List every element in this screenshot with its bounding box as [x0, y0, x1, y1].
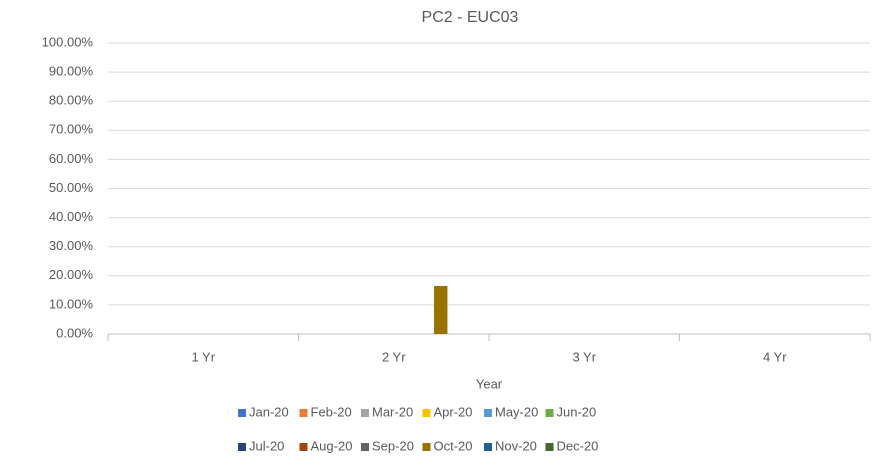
legend-label: Nov-20	[495, 438, 537, 453]
x-tick-label: 1 Yr	[191, 349, 215, 364]
bar	[434, 285, 448, 334]
legend-swatch	[361, 409, 369, 417]
y-tick-label: 90.00%	[49, 64, 94, 79]
x-tick-label: 2 Yr	[382, 349, 406, 364]
legend-label: Aug-20	[311, 438, 353, 453]
legend-swatch	[484, 443, 492, 451]
legend-label: Dec-20	[557, 438, 599, 453]
y-tick-label: 30.00%	[49, 238, 94, 253]
legend-label: Apr-20	[434, 404, 473, 419]
x-tick-label: 3 Yr	[572, 349, 596, 364]
legend-label: Sep-20	[372, 438, 414, 453]
legend-label: Mar-20	[372, 404, 413, 419]
y-tick-label: 10.00%	[49, 296, 94, 311]
legend-label: Jan-20	[249, 404, 289, 419]
legend-swatch	[422, 443, 431, 451]
legend-swatch	[238, 409, 246, 417]
x-axis-title: Year	[476, 376, 503, 391]
legend-label: May-20	[495, 404, 538, 419]
legend-label: Jun-20	[557, 404, 597, 419]
legend-swatch	[299, 409, 308, 417]
y-tick-label: 100.00%	[42, 34, 94, 49]
legend-label: Oct-20	[434, 438, 473, 453]
y-tick-label: 70.00%	[49, 122, 94, 137]
x-tick-label: 4 Yr	[763, 349, 787, 364]
legend-swatch	[422, 409, 431, 417]
chart-title: PC2 - EUC03	[422, 9, 519, 26]
legend-label: Jul-20	[249, 438, 284, 453]
y-tick-label: 40.00%	[49, 209, 94, 224]
legend-swatch	[484, 409, 492, 417]
legend-swatch	[299, 443, 308, 451]
y-tick-label: 0.00%	[56, 325, 93, 340]
y-tick-label: 60.00%	[49, 151, 94, 166]
y-tick-label: 50.00%	[49, 180, 94, 195]
legend-swatch	[238, 443, 246, 451]
legend-label: Feb-20	[311, 404, 352, 419]
legend-swatch	[545, 443, 554, 451]
y-tick-label: 20.00%	[49, 267, 94, 282]
legend-swatch	[361, 443, 369, 451]
legend-swatch	[545, 409, 554, 417]
y-tick-label: 80.00%	[49, 93, 94, 108]
